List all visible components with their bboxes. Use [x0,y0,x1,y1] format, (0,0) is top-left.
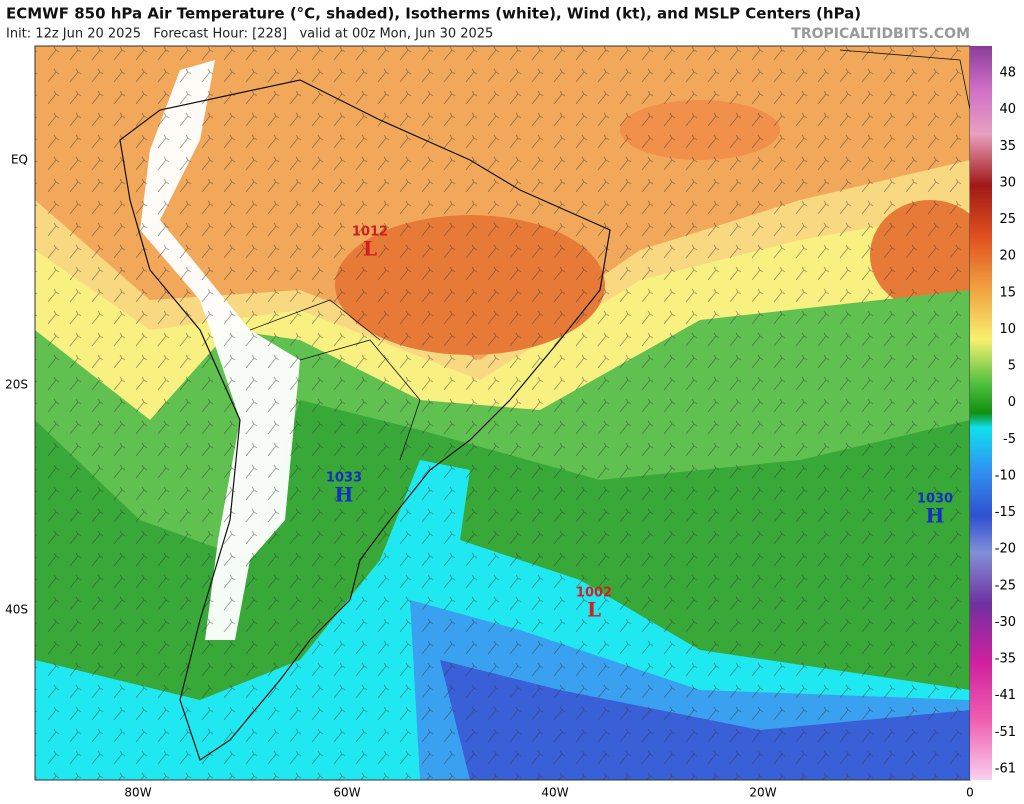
pressure-value: 1033 [326,471,362,486]
map [34,45,990,781]
lon-label: 80W [124,786,151,800]
colorbar-label: 20 [999,249,1016,264]
pressure-center: H [335,483,354,507]
lon-label: 20W [749,786,776,800]
colorbar-label: 0 [1008,395,1016,410]
colorbar-label: -51 [995,725,1016,740]
colorbar-label: -30 [995,615,1016,630]
colorbar-label: -20 [995,542,1016,557]
colorbar-label: 15 [999,285,1016,300]
pressure-center: L [363,237,377,261]
colorbar-label: -15 [995,505,1016,520]
colorbar-label: 5 [1008,359,1016,374]
lon-label: 60W [333,786,360,800]
colorbar-label: 10 [999,322,1016,337]
subtitle: Init: 12z Jun 20 2025 Forecast Hour: [22… [6,27,493,42]
lon-label: 0 [966,786,974,800]
lat-label: 20S [5,378,28,392]
colorbar-label: 48 [999,66,1016,81]
title: ECMWF 850 hPa Air Temperature (°C, shade… [6,5,861,23]
colorbar-label: -61 [995,762,1016,777]
colorbar-label: -10 [995,468,1016,483]
colorbar-label: 35 [999,139,1016,154]
lon-label: 40W [541,786,568,800]
colorbar-label: 25 [999,212,1016,227]
pressure-value: 1012 [352,225,388,240]
colorbar-label: 40 [999,102,1016,117]
colorbar-label: -41 [995,688,1016,703]
watermark: TROPICALTIDBITS.COM [791,26,970,42]
colorbar-label: -5 [1003,432,1016,447]
pressure-value: 1002 [576,586,612,601]
colorbar-label: -35 [995,652,1016,667]
lat-label: 40S [5,603,28,617]
pressure-center: L [587,598,601,622]
pressure-value: 1030 [917,492,953,507]
colorbar-label: 30 [999,175,1016,190]
lat-label: EQ [11,153,28,167]
colorbar-label: -25 [995,578,1016,593]
pressure-center: H [926,504,945,528]
colorbar [970,46,992,780]
